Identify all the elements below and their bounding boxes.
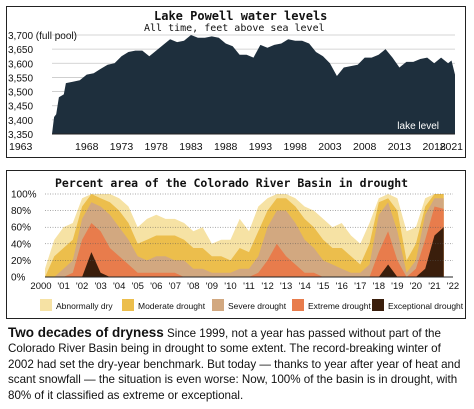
x-tick-label: 1973 <box>110 141 134 153</box>
x-tick-label: '18 <box>373 281 385 292</box>
x-tick-label: '14 <box>298 281 310 292</box>
x-tick-label: 2000 <box>30 281 51 292</box>
y-tick-label: 80% <box>11 206 31 217</box>
lake-powell-title: Lake Powell water levels <box>154 9 328 23</box>
legend-swatch <box>40 299 52 311</box>
x-tick-label: '02 <box>76 281 88 292</box>
series-label: lake level <box>397 121 439 132</box>
y-tick-label: 3,350 <box>8 130 33 141</box>
x-tick-label: '05 <box>132 281 144 292</box>
y-tick-label: 0% <box>11 273 26 284</box>
y-tick-label: 40% <box>11 239 31 250</box>
x-tick-label: '19 <box>391 281 403 292</box>
x-tick-label: '01 <box>57 281 69 292</box>
x-tick-label: 1968 <box>75 141 99 153</box>
x-tick-label: 1988 <box>214 141 238 153</box>
legend-label: Extreme drought <box>308 301 371 311</box>
caption: Two decades of dryness Since 1999, not a… <box>8 325 468 403</box>
y-tick-label: 3,650 <box>8 45 33 56</box>
y-tick-label: 60% <box>11 223 31 234</box>
drought-title: Percent area of the Colorado River Basin… <box>55 176 409 190</box>
caption-lead: Two decades of dryness <box>8 325 164 340</box>
x-tick-label: 1998 <box>284 141 308 153</box>
x-tick-label: '20 <box>410 281 422 292</box>
caption-body: Since 1999, not a year has passed withou… <box>8 327 461 402</box>
x-tick-label: '07 <box>169 281 181 292</box>
x-tick-label: '11 <box>243 281 255 292</box>
x-tick-label: '12 <box>261 281 273 292</box>
y-tick-label: 3,450 <box>8 102 33 113</box>
legend-swatch <box>292 299 304 311</box>
x-tick-label: '03 <box>94 281 106 292</box>
y-tick-label: 3,400 <box>8 116 33 127</box>
x-tick-label: '22 <box>447 281 459 292</box>
x-tick-label: '15 <box>317 281 329 292</box>
x-tick-label: 2013 <box>388 141 412 153</box>
x-tick-label: '13 <box>280 281 292 292</box>
x-tick-label: 2021 <box>440 141 464 153</box>
y-tick-label: 3,550 <box>8 73 33 84</box>
x-tick-label: 1963 <box>9 141 33 153</box>
lake-powell-chart: 3,350 3,400 3,450 3,500 3,550 3,600 3,650 3,700… <box>8 31 464 153</box>
drought-chart: 0% 20% 40% 60% 80% 100% 2000 '01 '02 '03 '04 '05 '06… <box>11 190 464 311</box>
x-tick-label: '06 <box>150 281 162 292</box>
drought-area-moderate-drought <box>45 194 444 277</box>
x-tick-label: 2018 <box>422 141 446 153</box>
legend-label: Abnormally dry <box>56 301 113 311</box>
y-tick-label: 20% <box>11 256 31 267</box>
x-tick-label: 2008 <box>353 141 377 153</box>
legend-swatch <box>122 299 134 311</box>
x-tick-label: '10 <box>224 281 236 292</box>
x-tick-label: 1993 <box>249 141 273 153</box>
x-tick-label: 2003 <box>318 141 342 153</box>
x-tick-label: 1978 <box>145 141 169 153</box>
x-tick-label: 1983 <box>179 141 203 153</box>
legend-label: Moderate drought <box>138 301 206 311</box>
x-tick-label: '08 <box>187 281 199 292</box>
legend-swatch <box>212 299 224 311</box>
lake-powell-subtitle: All time, feet above sea level <box>144 23 325 34</box>
legend-label: Severe drought <box>228 301 287 311</box>
lake-level-area <box>52 35 455 134</box>
lake-powell-panel: Lake Powell water levels All time, feet … <box>6 6 466 158</box>
x-tick-label: '16 <box>336 281 348 292</box>
x-tick-label: '09 <box>206 281 218 292</box>
x-tick-label: '21 <box>428 281 440 292</box>
y-tick-label: 100% <box>11 190 37 201</box>
drought-panel: Percent area of the Colorado River Basin… <box>6 170 466 319</box>
y-tick-label: 3,500 <box>8 88 33 99</box>
x-tick-label: '04 <box>113 281 125 292</box>
x-tick-label: '17 <box>354 281 366 292</box>
drought-area-exceptional-drought <box>45 227 444 277</box>
legend-swatch <box>372 299 384 311</box>
legend-label: Exceptional drought <box>388 301 464 311</box>
y-tick-label: 3,700 (full pool) <box>8 31 77 42</box>
y-tick-label: 3,600 <box>8 59 33 70</box>
